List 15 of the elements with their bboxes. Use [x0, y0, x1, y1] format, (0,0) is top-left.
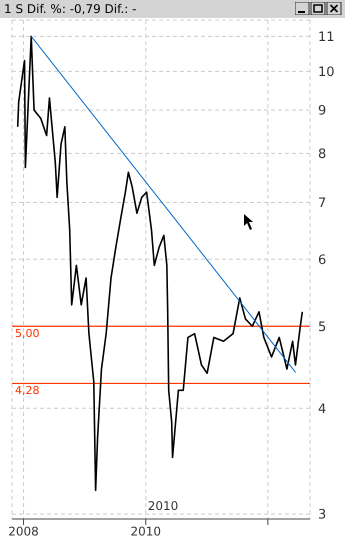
y-tick-label: 5 — [318, 320, 326, 335]
y-tick-label: 6 — [318, 252, 326, 268]
ref-line-label: 4,28 — [15, 384, 40, 398]
chart-title: 1 S Dif. %: -0,79 Dif.: - — [4, 2, 136, 16]
y-tick-label: 10 — [318, 65, 335, 80]
y-tick-label: 11 — [318, 30, 335, 45]
ref-line-label: 5,00 — [15, 327, 40, 340]
annotation: 2010 — [148, 499, 178, 513]
line-series — [16, 36, 304, 492]
y-tick-label: 3 — [318, 508, 326, 523]
y-tick-label: 9 — [318, 104, 326, 119]
y-tick-label: 8 — [318, 147, 326, 162]
x-tick-label: 2008 — [8, 524, 39, 539]
y-tick-label: 7 — [318, 196, 326, 212]
y-tick-label: 4 — [318, 402, 326, 417]
